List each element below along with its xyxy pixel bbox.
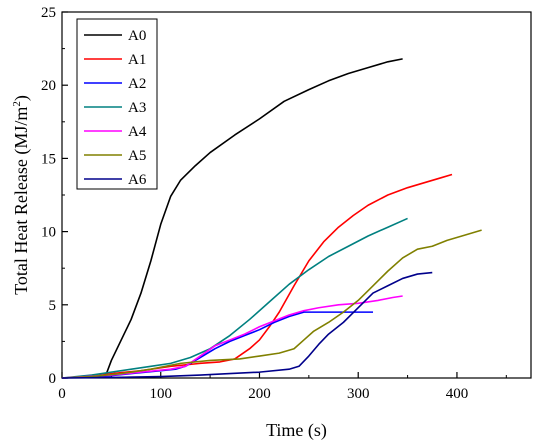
series-line-a0 bbox=[61, 58, 403, 379]
legend-label-a2: A2 bbox=[128, 76, 146, 92]
y-tick-label: 5 bbox=[49, 298, 57, 314]
series-line-a1 bbox=[61, 173, 453, 379]
y-ticks: 0 5 10 15 20 25 bbox=[41, 5, 68, 387]
x-tick-label: 200 bbox=[248, 386, 271, 402]
y-tick-label: 10 bbox=[41, 225, 56, 241]
y-axis-title-close: ) bbox=[11, 95, 32, 101]
series-lines bbox=[61, 58, 482, 379]
x-tick-label: 300 bbox=[347, 386, 370, 402]
legend-label-a6: A6 bbox=[128, 172, 147, 188]
legend-label-a0: A0 bbox=[128, 28, 146, 44]
legend-label-a5: A5 bbox=[128, 148, 146, 164]
legend-label-a1: A1 bbox=[128, 52, 146, 68]
x-tick-label: 100 bbox=[149, 386, 172, 402]
series-line-a3 bbox=[61, 217, 408, 379]
legend: A0 A1 A2 A3 A4 A5 A6 bbox=[84, 28, 147, 188]
series-line-a5 bbox=[61, 229, 482, 379]
legend-box bbox=[76, 18, 158, 190]
series-line-a6 bbox=[61, 271, 433, 379]
y-axis-title-superscript: 2 bbox=[11, 101, 23, 107]
x-tick-label: 400 bbox=[446, 386, 469, 402]
y-tick-label: 15 bbox=[41, 151, 56, 167]
x-axis-title: Time (s) bbox=[266, 420, 327, 441]
legend-label-a3: A3 bbox=[128, 100, 146, 116]
y-tick-label: 0 bbox=[49, 371, 57, 387]
x-tick-label: 0 bbox=[58, 386, 66, 402]
legend-label-a4: A4 bbox=[128, 124, 147, 140]
y-tick-label: 20 bbox=[41, 78, 56, 94]
y-axis-title-main: Total Heat Release (MJ/m bbox=[11, 107, 32, 295]
x-ticks: 0 100 200 300 400 bbox=[58, 372, 468, 402]
y-tick-label: 25 bbox=[41, 5, 56, 21]
y-axis-title: Total Heat Release (MJ/m2) bbox=[11, 95, 32, 295]
series-line-a4 bbox=[61, 295, 403, 379]
